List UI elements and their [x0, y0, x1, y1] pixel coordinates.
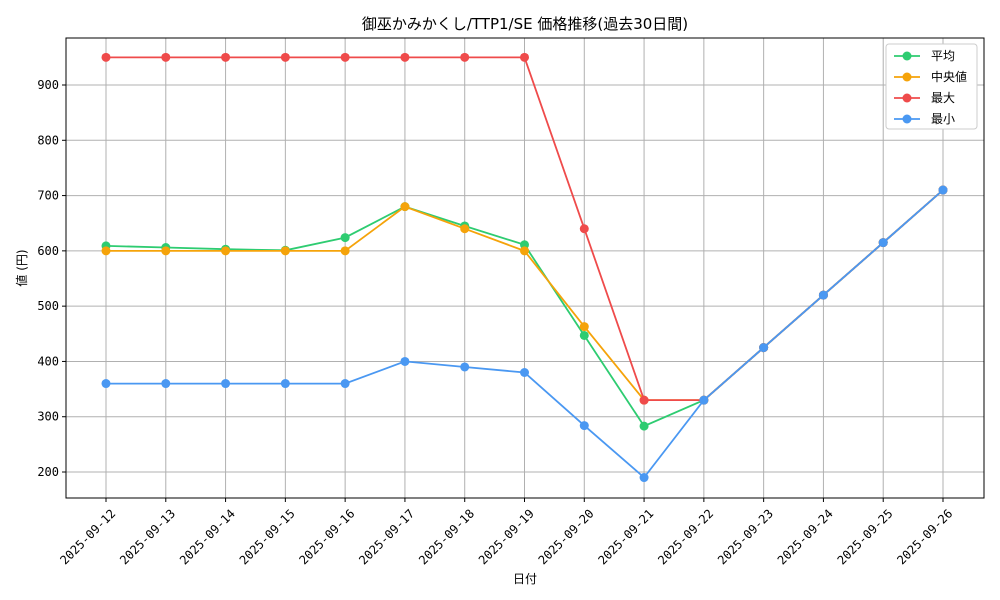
legend-label: 中央値 [931, 69, 967, 84]
data-point [340, 379, 350, 389]
data-point [520, 246, 529, 256]
data-point [579, 421, 589, 431]
grid-lines [66, 38, 984, 498]
legend-marker [902, 72, 912, 82]
data-point [520, 367, 529, 377]
data-point [878, 238, 888, 248]
data-point [400, 202, 410, 212]
data-point [579, 224, 589, 234]
y-tick-label: 700 [37, 189, 59, 203]
series-3 [101, 185, 948, 483]
data-point [340, 246, 350, 256]
y-tick-label: 900 [37, 78, 59, 92]
data-point [340, 233, 350, 243]
series-group [101, 52, 948, 483]
data-point [280, 379, 290, 389]
legend-label: 最大 [931, 91, 955, 105]
data-point [639, 473, 649, 483]
data-point [759, 343, 769, 353]
data-point [639, 395, 649, 405]
data-point [400, 356, 410, 366]
data-point [280, 246, 290, 256]
data-point [639, 421, 649, 431]
data-point [579, 322, 589, 332]
data-point [400, 52, 410, 62]
y-axis-ticks: 200 300 400 500 600 700 800 900 [37, 78, 66, 479]
data-point [938, 185, 948, 195]
data-point [699, 395, 709, 405]
data-point [161, 52, 171, 62]
data-point [221, 246, 231, 256]
y-tick-label: 800 [37, 133, 59, 147]
legend-marker [902, 114, 912, 124]
y-tick-label: 200 [37, 465, 59, 479]
data-point [221, 52, 231, 62]
data-point [221, 379, 231, 389]
data-point [340, 52, 350, 62]
data-point [101, 52, 111, 62]
legend-marker [902, 93, 912, 103]
data-point [161, 379, 171, 389]
data-point [579, 330, 589, 340]
data-point [101, 246, 111, 256]
x-axis-label: 日付 [513, 572, 537, 586]
data-point [520, 52, 529, 62]
plot-frame [65, 37, 985, 499]
data-point [460, 52, 470, 62]
data-point [101, 379, 111, 389]
y-tick-label: 500 [37, 299, 59, 313]
data-point [280, 52, 290, 62]
chart-title: 御巫かみかくし/TTP1/SE 価格推移(過去30日間) [362, 15, 688, 33]
y-axis-label: 値 (円) [14, 249, 29, 286]
data-point [818, 290, 828, 300]
legend-box [885, 43, 978, 130]
y-tick-label: 600 [37, 244, 59, 258]
data-point [460, 362, 470, 372]
legend-marker [902, 51, 912, 61]
legend-label: 平均 [931, 49, 955, 63]
legend-label: 最小 [931, 112, 955, 126]
data-point [161, 246, 171, 256]
y-tick-label: 400 [37, 354, 59, 368]
data-point [460, 224, 470, 234]
y-tick-label: 300 [37, 410, 59, 424]
